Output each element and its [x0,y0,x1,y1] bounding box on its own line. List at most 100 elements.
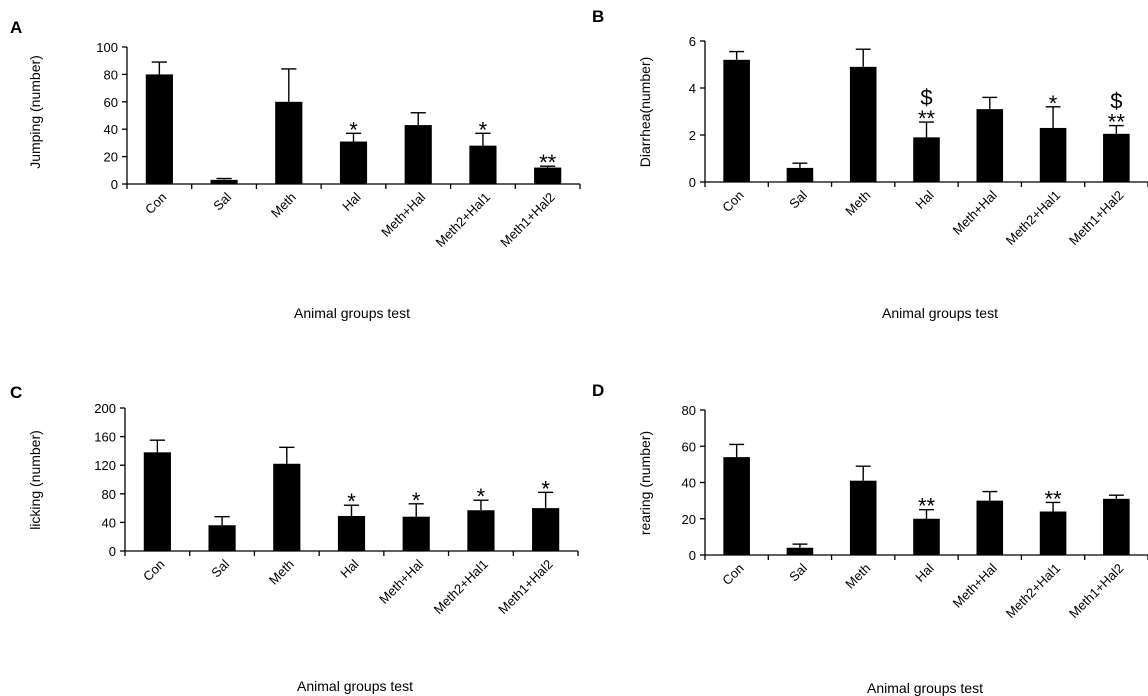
category-label: Meth1+Hal2 [495,557,555,617]
y-tick-label: 0 [689,175,696,190]
bar-hal [913,137,940,182]
y-tick-label: 80 [104,67,118,82]
annotation-line: * [412,488,421,513]
annotation-line: $ [1110,89,1122,114]
bar-meth-plus-hal [976,109,1004,182]
annotation-line: $ [920,85,932,110]
category-label: Meth [268,190,299,221]
category-label: Con [142,190,169,217]
y-tick-label: 40 [102,515,116,530]
y-tick-label: 20 [682,512,696,527]
annotation-line: ** [1108,110,1126,135]
category-label: Con [140,557,167,584]
category-label: Sal [786,187,810,211]
significance-annotation: * [477,484,486,509]
bar-meth-plus-hal [404,125,432,184]
category-label: Hal [339,189,363,213]
significance-annotation: $ ** [1108,89,1126,135]
category-label: Meth+Hal [950,560,1000,610]
panel-letter: A [10,18,22,37]
y-tick-label: 60 [104,95,118,110]
y-tick-label: 60 [682,439,696,454]
category-label: Sal [210,189,234,213]
panel-a: A 0 20 40 60 80 100 Con Sal Meth * Hal Meth+Hal * Meth… [10,18,581,321]
bar-meth [275,101,303,184]
bar-meth [849,66,877,182]
annotation-line: * [349,117,358,142]
y-tick-label: 120 [94,458,116,473]
y-tick-label: 40 [682,476,696,491]
bar-sal [786,167,814,182]
annotation-line: * [541,476,550,501]
y-tick-label: 40 [104,122,118,137]
bar-hal [337,515,366,551]
annotation-line: ** [918,494,936,519]
bar-meth1-plus-hal2 [534,167,562,184]
y-tick-label: 4 [689,81,696,96]
panel-letter: B [592,7,604,26]
panel-d: D 0 20 40 60 80 Con Sal Meth ** Hal Meth+Hal ** Meth2… [592,381,1148,696]
y-axis-title: rearing (number) [637,431,653,535]
x-axis-title: Animal groups test [294,305,410,321]
bar-meth2-plus-hal1 [1039,127,1067,182]
y-tick-label: 6 [689,34,696,49]
category-label: Meth2+Hal1 [1003,188,1063,248]
category-label: Meth1+Hal2 [1066,188,1126,248]
significance-annotation: ** [918,494,936,519]
category-label: Hal [337,556,361,580]
y-tick-label: 0 [111,177,118,192]
significance-annotation: ** [1045,486,1063,511]
y-tick-label: 2 [689,128,696,143]
bar-meth-plus-hal [976,500,1004,555]
y-tick-label: 80 [682,403,696,418]
bar-con [145,74,173,184]
y-tick-label: 200 [94,401,116,416]
bar-con [723,59,750,182]
bar-con [723,457,750,555]
category-label: Meth1+Hal2 [1066,561,1126,621]
bar-meth2-plus-hal1 [467,510,495,551]
annotation-line: ** [1045,486,1063,511]
panel-letter: D [592,381,604,400]
category-label: Hal [912,560,936,584]
bar-meth1-plus-hal2 [1103,498,1130,555]
significance-annotation: * [412,488,421,513]
y-tick-label: 100 [96,40,118,55]
bar-meth [849,480,877,555]
bar-meth-plus-hal [402,516,430,551]
bar-hal [913,518,940,555]
y-tick-label: 160 [94,430,116,445]
panel-c: C 0 40 80 120 160 200 Con Sal Meth * Hal * Meth+Hal * M… [10,383,579,694]
x-axis-title: Animal groups test [297,678,413,694]
bar-sal [786,547,814,555]
significance-annotation: * [541,476,550,501]
bar-meth [273,463,301,551]
category-label: Meth+Hal [950,187,1000,237]
category-label: Meth+Hal [378,189,428,239]
bar-sal [208,525,236,551]
y-axis-title: licking (number) [27,430,43,530]
x-axis-title: Animal groups test [867,680,983,696]
bar-hal [339,141,368,184]
category-label: Hal [912,187,936,211]
bar-meth2-plus-hal1 [1039,511,1067,555]
annotation-line: * [477,484,486,509]
category-label: Sal [208,556,232,580]
category-label: Con [719,561,746,588]
category-label: Con [719,188,746,215]
bar-con [143,452,171,551]
annotation-line: * [347,489,356,514]
panel-letter: C [10,383,22,402]
bar-meth1-plus-hal2 [532,508,560,551]
y-tick-label: 0 [109,544,116,559]
significance-annotation: $ ** [918,85,936,131]
significance-annotation: * [1049,91,1058,116]
y-tick-label: 0 [689,548,696,563]
y-axis-title: Jumping (number) [27,55,43,169]
category-label: Meth2+Hal1 [431,557,491,617]
annotation-line: ** [918,106,936,131]
category-label: Meth1+Hal2 [497,190,557,250]
category-label: Sal [786,560,810,584]
significance-annotation: * [347,489,356,514]
